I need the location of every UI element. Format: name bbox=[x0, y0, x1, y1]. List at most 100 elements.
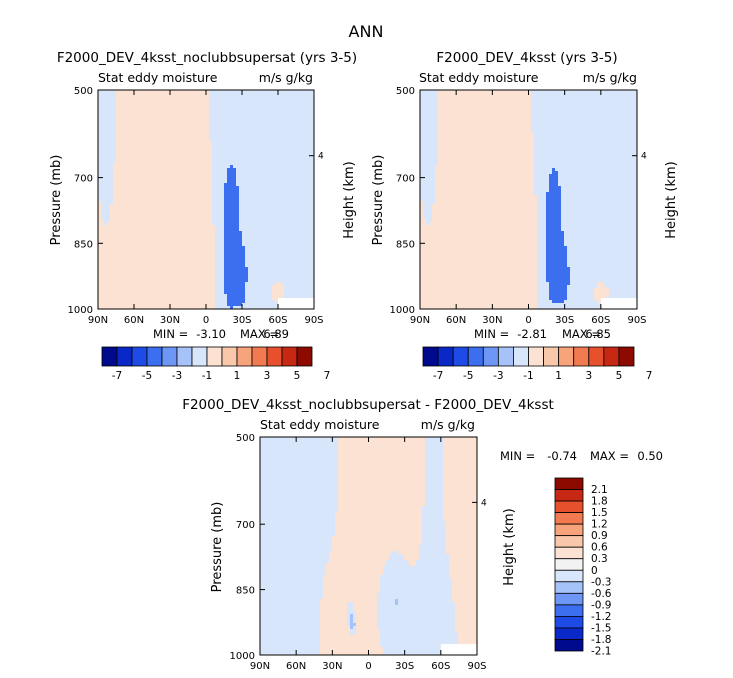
field-cell bbox=[224, 144, 227, 147]
field-cell bbox=[167, 192, 170, 195]
field-cell bbox=[275, 192, 278, 195]
field-cell bbox=[233, 123, 236, 126]
field-cell bbox=[248, 117, 251, 120]
field-cell bbox=[299, 240, 302, 243]
field-cell bbox=[221, 162, 224, 165]
field-cell bbox=[245, 270, 248, 273]
field-cell bbox=[224, 243, 227, 246]
field-cell bbox=[137, 270, 140, 273]
field-cell bbox=[308, 114, 311, 117]
field-cell bbox=[188, 213, 191, 216]
field-cell bbox=[179, 138, 182, 141]
field-cell bbox=[206, 273, 209, 276]
field-cell bbox=[230, 129, 233, 132]
field-cell bbox=[107, 99, 110, 102]
field-cell bbox=[254, 159, 257, 162]
field-cell bbox=[281, 264, 284, 267]
field-cell bbox=[125, 93, 128, 96]
field-cell bbox=[299, 243, 302, 246]
field-cell bbox=[200, 165, 203, 168]
field-cell bbox=[152, 297, 155, 300]
field-cell bbox=[227, 282, 230, 285]
field-cell bbox=[170, 273, 173, 276]
field-cell bbox=[116, 207, 119, 210]
field-cell bbox=[110, 108, 113, 111]
field-cell bbox=[122, 258, 125, 261]
field-cell bbox=[179, 261, 182, 264]
field-cell bbox=[233, 189, 236, 192]
field-cell bbox=[128, 297, 131, 300]
field-cell bbox=[185, 294, 188, 297]
field-cell bbox=[149, 258, 152, 261]
field-cell bbox=[98, 291, 101, 294]
field-cell bbox=[224, 210, 227, 213]
field-cell bbox=[212, 213, 215, 216]
field-cell bbox=[215, 186, 218, 189]
field-cell bbox=[155, 198, 158, 201]
field-cell bbox=[308, 186, 311, 189]
field-cell bbox=[218, 219, 221, 222]
field-cell bbox=[110, 288, 113, 291]
field-cell bbox=[278, 114, 281, 117]
field-cell bbox=[302, 234, 305, 237]
field-cell bbox=[263, 117, 266, 120]
field-cell bbox=[167, 117, 170, 120]
field-cell bbox=[221, 96, 224, 99]
field-cell bbox=[239, 267, 242, 270]
field-cell bbox=[113, 270, 116, 273]
field-cell bbox=[224, 117, 227, 120]
field-cell bbox=[107, 180, 110, 183]
field-cell bbox=[239, 282, 242, 285]
field-cell bbox=[161, 261, 164, 264]
field-cell bbox=[293, 225, 296, 228]
field-cell bbox=[194, 267, 197, 270]
field-cell bbox=[206, 180, 209, 183]
field-cell bbox=[131, 237, 134, 240]
field-cell bbox=[200, 249, 203, 252]
field-cell bbox=[224, 129, 227, 132]
field-cell bbox=[206, 159, 209, 162]
field-cell bbox=[302, 168, 305, 171]
field-cell bbox=[191, 102, 194, 105]
field-cell bbox=[98, 273, 101, 276]
field-cell bbox=[128, 204, 131, 207]
field-cell bbox=[215, 162, 218, 165]
field-cell bbox=[263, 234, 266, 237]
field-cell bbox=[272, 177, 275, 180]
field-cell bbox=[197, 168, 200, 171]
field-cell bbox=[98, 159, 101, 162]
field-cell bbox=[173, 249, 176, 252]
field-cell bbox=[176, 270, 179, 273]
field-cell bbox=[203, 138, 206, 141]
field-cell bbox=[260, 264, 263, 267]
field-cell bbox=[269, 222, 272, 225]
field-cell bbox=[107, 225, 110, 228]
field-cell bbox=[98, 231, 101, 234]
field-cell bbox=[185, 117, 188, 120]
field-cell bbox=[200, 183, 203, 186]
field-cell bbox=[215, 147, 218, 150]
field-cell bbox=[155, 171, 158, 174]
field-cell bbox=[152, 195, 155, 198]
field-cell bbox=[170, 222, 173, 225]
field-cell bbox=[305, 120, 308, 123]
field-cell bbox=[260, 120, 263, 123]
field-cell bbox=[110, 234, 113, 237]
field-cell bbox=[290, 114, 293, 117]
field-cell bbox=[251, 153, 254, 156]
field-cell bbox=[185, 147, 188, 150]
field-cell bbox=[173, 237, 176, 240]
field-cell bbox=[137, 216, 140, 219]
field-cell bbox=[296, 177, 299, 180]
field-cell bbox=[119, 123, 122, 126]
field-cell bbox=[104, 114, 107, 117]
field-cell bbox=[131, 153, 134, 156]
field-cell bbox=[104, 201, 107, 204]
field-cell bbox=[227, 102, 230, 105]
field-cell bbox=[203, 192, 206, 195]
field-cell bbox=[188, 273, 191, 276]
field-cell bbox=[299, 255, 302, 258]
field-cell bbox=[122, 171, 125, 174]
field-cell bbox=[104, 189, 107, 192]
field-cell bbox=[218, 282, 221, 285]
